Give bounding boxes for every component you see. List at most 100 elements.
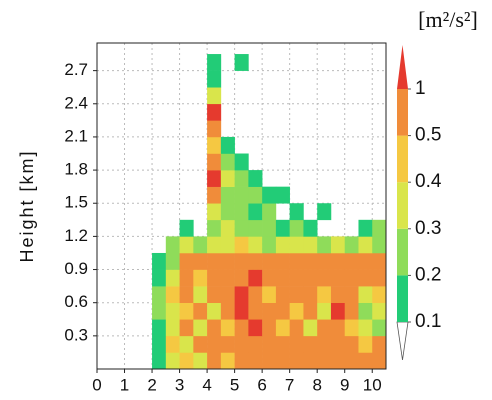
heat-cell: [344, 236, 359, 254]
heat-cell: [358, 335, 373, 353]
heat-cell: [344, 252, 359, 270]
heat-cell: [303, 352, 318, 370]
heat-cell: [234, 352, 249, 370]
colorbar-tick-label: 0.3: [415, 218, 441, 239]
heat-cell: [317, 302, 332, 320]
heat-cell: [152, 335, 167, 353]
colorbar-tick-label: 0.4: [415, 171, 442, 192]
heat-cell: [344, 319, 359, 337]
heat-cell: [372, 302, 387, 320]
heat-cell: [234, 203, 249, 221]
heat-cell: [165, 286, 180, 303]
heat-cell: [262, 286, 277, 303]
x-tick-label: 3: [175, 375, 184, 394]
heat-cell: [193, 319, 208, 337]
heat-cell: [317, 203, 332, 221]
heat-cell: [152, 252, 167, 270]
heat-cell: [234, 153, 249, 171]
heat-cell: [152, 286, 167, 303]
heat-cell: [234, 252, 249, 270]
heat-cell: [207, 219, 222, 237]
heat-cell: [262, 319, 277, 337]
colorbar-tick-label: 0.5: [415, 125, 441, 146]
heat-cell: [262, 219, 277, 237]
heat-cell: [220, 352, 235, 370]
plot-frame: [96, 42, 387, 370]
heat-cell: [262, 236, 277, 254]
heat-cell: [358, 302, 373, 320]
heat-cell: [220, 252, 235, 270]
heat-cell: [372, 252, 387, 270]
colorbar-tick-label: 1: [415, 78, 426, 99]
heat-cell: [358, 236, 373, 254]
heat-cell: [220, 170, 235, 187]
heat-cell: [248, 269, 263, 287]
heat-cell: [248, 236, 263, 254]
heat-cell: [234, 186, 249, 204]
colorbar-tick-label: 0.2: [415, 264, 441, 285]
heat-cell: [372, 236, 387, 254]
heat-cell: [207, 170, 222, 187]
heat-cell: [234, 319, 249, 337]
heat-cell: [220, 286, 235, 303]
heat-cell: [234, 302, 249, 320]
heat-cell: [207, 269, 222, 287]
colorbar-label: [m²/s²]: [418, 7, 478, 32]
heat-cell: [275, 269, 290, 287]
x-tick-label: 5: [230, 375, 239, 394]
heat-cell: [193, 236, 208, 254]
heat-cell: [179, 269, 194, 287]
heat-cell: [207, 136, 222, 154]
heat-cell: [275, 352, 290, 370]
heat-cell: [303, 219, 318, 237]
heat-cell: [234, 286, 249, 303]
colorbar-band: [397, 89, 408, 136]
heat-cell: [207, 153, 222, 171]
heat-cell: [275, 335, 290, 353]
heat-cell: [317, 319, 332, 337]
heat-cell: [275, 286, 290, 303]
heat-cell: [207, 286, 222, 303]
heat-cell: [193, 286, 208, 303]
heat-cell: [207, 352, 222, 370]
heat-cell: [358, 319, 373, 337]
y-axis-label: Height [km]: [17, 149, 37, 262]
y-tick-label: 1.2: [64, 226, 88, 245]
heat-cell: [193, 269, 208, 287]
heat-cell: [372, 319, 387, 337]
heat-cell: [303, 252, 318, 270]
heat-cell: [317, 269, 332, 287]
heat-cell: [358, 352, 373, 370]
x-tick-label: 10: [363, 375, 382, 394]
heat-cell: [358, 252, 373, 270]
x-tick-label: 4: [202, 375, 211, 394]
heat-cell: [207, 236, 222, 254]
heat-cell: [289, 286, 304, 303]
colorbar-band: [397, 275, 408, 322]
heat-cell: [275, 219, 290, 237]
heat-cell: [262, 269, 277, 287]
heat-cell: [344, 352, 359, 370]
heat-cell: [330, 352, 346, 370]
heat-cell: [262, 203, 277, 221]
heat-cell: [289, 269, 304, 287]
heat-cell: [275, 252, 290, 270]
heat-cell: [207, 70, 222, 88]
heat-cell: [248, 302, 263, 320]
heat-cell: [220, 203, 235, 221]
heat-cell: [179, 302, 194, 320]
heat-cell: [152, 352, 167, 370]
y-tick-label: 1.8: [64, 160, 88, 179]
heat-cell: [358, 269, 373, 287]
heat-cell: [234, 335, 249, 353]
heat-cell: [317, 286, 332, 303]
colorbar-over: [397, 45, 408, 89]
x-tick-label: 7: [285, 375, 294, 394]
heat-cell: [289, 302, 304, 320]
heat-cell: [248, 219, 263, 237]
heat-cell: [234, 269, 249, 287]
heat-cell: [289, 252, 304, 270]
heat-cell: [165, 319, 180, 337]
heat-cell: [248, 319, 263, 337]
x-tick-label: 9: [340, 375, 349, 394]
